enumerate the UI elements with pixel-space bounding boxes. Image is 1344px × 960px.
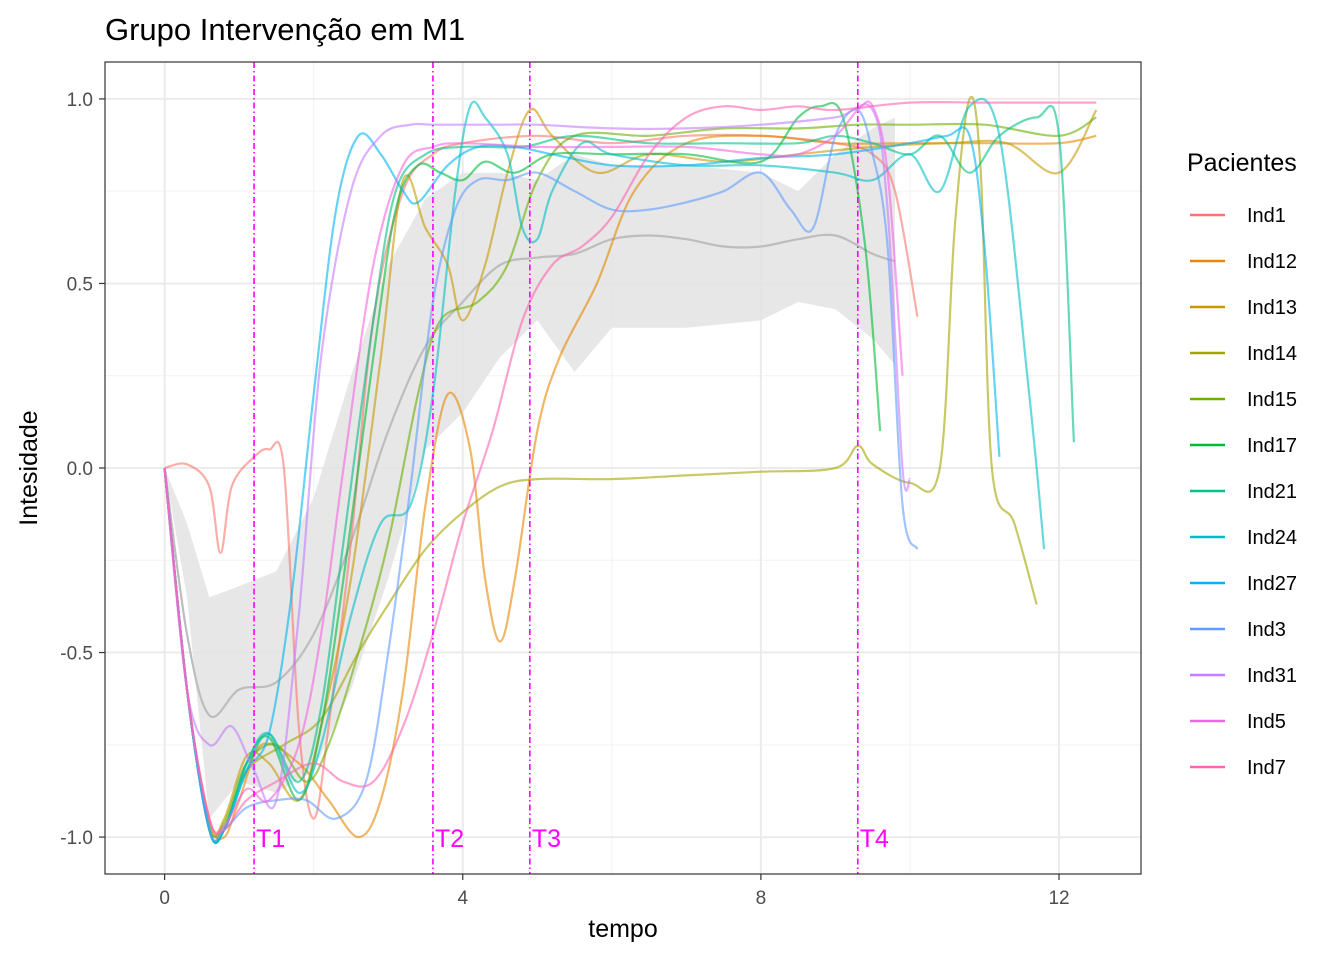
series-line-ind15 xyxy=(163,116,1097,839)
legend-label-ind1: Ind1 xyxy=(1247,205,1286,227)
vline-label-t2: T2 xyxy=(435,825,464,853)
legend-label-ind13: Ind13 xyxy=(1247,297,1297,319)
legend-label-ind14: Ind14 xyxy=(1247,343,1297,365)
legend-label-ind24: Ind24 xyxy=(1247,527,1297,549)
x-axis: 0 4 8 12 xyxy=(159,874,1070,909)
y-axis-title: Intesidade xyxy=(15,410,43,525)
confidence-band xyxy=(163,117,896,819)
y-tick-label: 1.0 xyxy=(67,90,93,111)
mean-trend-line xyxy=(163,233,896,719)
legend-label-ind27: Ind27 xyxy=(1247,573,1297,595)
vline-label-t4: T4 xyxy=(860,825,889,853)
series-line-ind7 xyxy=(163,100,1097,836)
vertical-markers: T1 T2 T3 T4 xyxy=(253,62,889,874)
x-tick-label: 4 xyxy=(457,888,468,909)
legend-label-ind5: Ind5 xyxy=(1247,711,1286,733)
vline-label-t3: T3 xyxy=(532,825,561,853)
y-axis: -1.0 -0.5 0.0 0.5 1.0 xyxy=(60,90,105,849)
legend-label-ind7: Ind7 xyxy=(1247,757,1286,779)
legend-title: Pacientes xyxy=(1187,149,1297,177)
vline-label-t1: T1 xyxy=(256,825,285,853)
mean-confidence-band xyxy=(164,117,896,819)
legend-label-ind3: Ind3 xyxy=(1247,619,1286,641)
series-line-ind13 xyxy=(163,107,1098,838)
legend-label-ind15: Ind15 xyxy=(1247,389,1297,411)
series-lines xyxy=(163,95,1098,845)
x-tick-label: 0 xyxy=(159,888,170,909)
series-line-ind31 xyxy=(163,103,911,810)
series-line-ind5 xyxy=(163,100,904,834)
legend-label-ind31: Ind31 xyxy=(1247,665,1297,687)
legend: Pacientes Ind1 Ind12 Ind13 Ind14 Ind15 Ind17 I… xyxy=(1187,149,1297,779)
y-tick-label: 0.5 xyxy=(67,274,93,295)
x-tick-label: 12 xyxy=(1048,888,1069,909)
series-line-ind27 xyxy=(163,126,1001,844)
y-tick-label: -0.5 xyxy=(60,644,93,665)
legend-label-ind12: Ind12 xyxy=(1247,251,1297,273)
legend-label-ind17: Ind17 xyxy=(1247,435,1297,457)
legend-label-ind21: Ind21 xyxy=(1247,481,1297,503)
chart-title: Grupo Intervenção em M1 xyxy=(105,12,465,47)
y-tick-label: -1.0 xyxy=(60,828,93,849)
series-line-ind24 xyxy=(163,97,1046,845)
plot-panel: T1 T2 T3 T4 xyxy=(104,61,1142,875)
x-axis-title: tempo xyxy=(588,915,657,943)
y-tick-label: 0.0 xyxy=(67,459,93,480)
x-tick-label: 8 xyxy=(756,888,767,909)
